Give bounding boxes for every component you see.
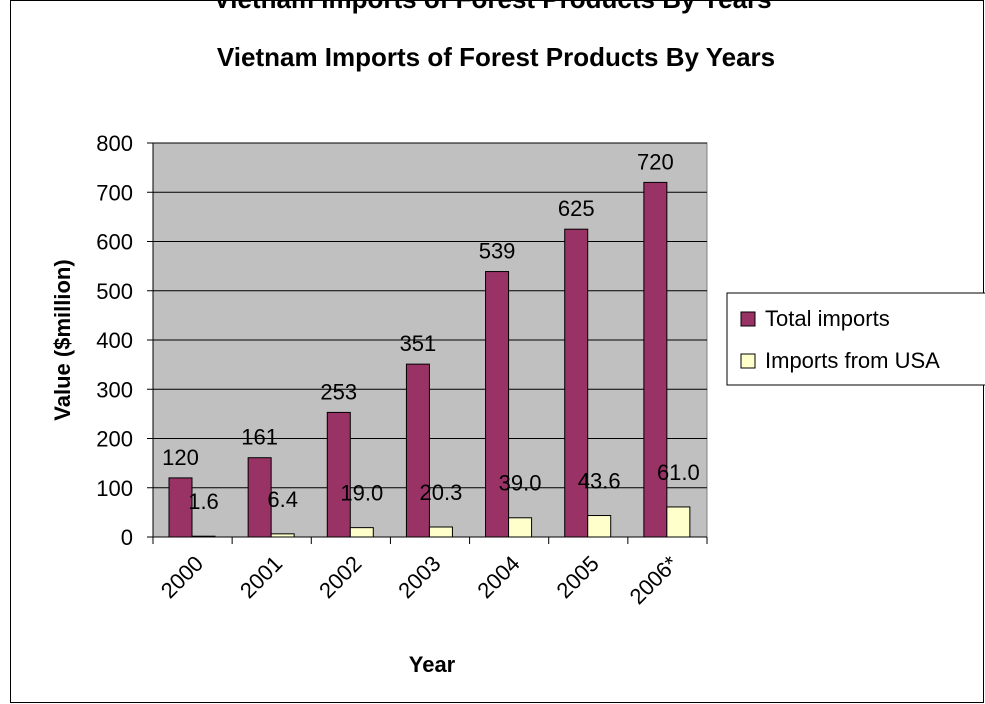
bar-imports-usa	[191, 535, 216, 538]
data-label-total-imports: 161	[241, 425, 278, 450]
data-label-imports-usa: 43.6	[578, 468, 621, 493]
data-label-total-imports: 539	[479, 239, 516, 264]
y-tick-label: 300	[96, 377, 133, 402]
data-label-total-imports: 120	[162, 445, 199, 470]
data-label-imports-usa: 39.0	[499, 471, 542, 496]
legend-swatch	[740, 353, 756, 369]
data-label-total-imports: 720	[637, 149, 674, 174]
bar-total-imports	[643, 181, 668, 538]
x-tick-label: 2005	[552, 551, 604, 603]
x-tick-label: 2003	[393, 551, 445, 603]
x-axis-title: Year	[409, 652, 456, 677]
y-tick-label: 400	[96, 328, 133, 353]
data-label-total-imports: 253	[320, 379, 357, 404]
y-tick-label: 500	[96, 279, 133, 304]
y-tick-label: 200	[96, 427, 133, 452]
legend-label: Imports from USA	[765, 348, 940, 373]
data-label-total-imports: 625	[558, 196, 595, 221]
legend-box	[726, 292, 985, 386]
data-label-imports-usa: 20.3	[420, 480, 463, 505]
data-label-imports-usa: 19.0	[340, 481, 383, 506]
data-label-imports-usa: 1.6	[188, 489, 219, 514]
x-tick-label: 2004	[472, 551, 524, 603]
data-label-imports-usa: 61.0	[657, 460, 700, 485]
legend-label: Total imports	[765, 306, 890, 331]
bar-imports-usa	[666, 506, 691, 538]
bar-imports-usa	[428, 526, 453, 538]
x-tick-label: 2002	[314, 551, 366, 603]
x-tick-label: 2006*	[625, 551, 684, 610]
x-tick-label: 2000	[156, 551, 208, 603]
bar-total-imports	[326, 411, 351, 538]
y-tick-label: 0	[121, 525, 133, 550]
bar-total-imports	[168, 477, 193, 538]
bar-imports-usa	[508, 517, 533, 538]
bar-total-imports	[405, 363, 430, 538]
legend-swatch	[740, 311, 756, 327]
y-axis-title: Value ($million)	[50, 259, 75, 420]
plot-area: 0 100 200 300 400 500 600 700 800 120 1.6 2000 161 6.…	[96, 131, 708, 610]
y-tick-label: 600	[96, 230, 133, 255]
data-label-imports-usa: 6.4	[267, 487, 298, 512]
data-label-total-imports: 351	[400, 331, 437, 356]
bar-imports-usa	[587, 515, 612, 538]
bar-imports-usa	[349, 527, 374, 538]
bar-imports-usa	[270, 533, 295, 538]
y-tick-label: 700	[96, 180, 133, 205]
y-tick-label: 800	[96, 131, 133, 156]
bar-total-imports	[485, 271, 510, 538]
bar-total-imports	[564, 228, 589, 538]
legend: Total imports Imports from USA	[726, 292, 985, 386]
cut-off-title: Vietnam Imports of Forest Products By Ye…	[0, 0, 985, 15]
x-tick-label: 2001	[235, 551, 287, 603]
y-tick-label: 100	[96, 476, 133, 501]
chart-title: Vietnam Imports of Forest Products By Ye…	[217, 42, 775, 72]
bar-total-imports	[247, 457, 272, 538]
